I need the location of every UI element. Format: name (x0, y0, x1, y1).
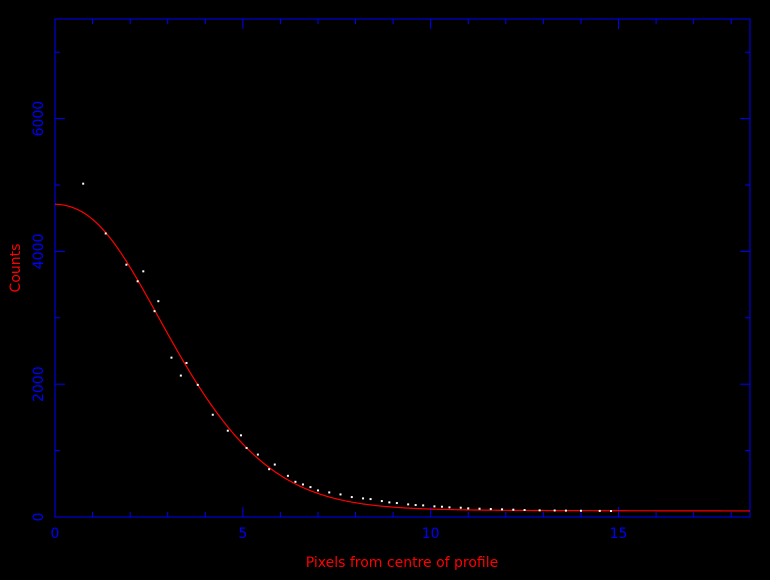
data-point (579, 509, 582, 512)
x-tick-label: 5 (238, 526, 247, 542)
data-point (478, 507, 481, 510)
y-axis-label: Counts (8, 244, 24, 293)
data-point (211, 413, 214, 416)
data-point (301, 483, 304, 486)
data-point (170, 356, 173, 359)
data-point (82, 182, 85, 185)
x-axis-label: Pixels from centre of profile (306, 555, 499, 571)
data-point (153, 310, 156, 313)
data-point (142, 270, 145, 273)
data-point (512, 508, 515, 511)
data-point (362, 497, 365, 500)
y-tick-label: 0 (31, 513, 47, 522)
x-axis-ticks (54, 19, 732, 517)
data-point (440, 505, 443, 508)
x-tick-label: 10 (422, 526, 440, 542)
data-point (104, 232, 107, 235)
data-point (245, 446, 248, 449)
data-point (501, 508, 504, 511)
data-point (350, 496, 353, 499)
data-point (268, 468, 271, 471)
data-point (553, 509, 556, 512)
data-point (610, 510, 612, 513)
data-point (395, 502, 398, 505)
data-point (328, 491, 331, 494)
data-point (185, 361, 188, 364)
data-point (459, 506, 462, 509)
data-point (422, 504, 425, 507)
data-point (286, 474, 289, 477)
data-point (489, 508, 492, 511)
data-point (433, 505, 436, 508)
data-point (407, 503, 410, 506)
x-axis-tick-labels: 0 5 10 15 (51, 526, 628, 542)
y-axis-tick-labels: 0 2000 4000 6000 (31, 101, 47, 522)
data-point (538, 509, 541, 512)
data-point (309, 486, 312, 489)
data-point (467, 507, 470, 510)
data-point (564, 509, 567, 512)
data-point (239, 434, 242, 437)
y-tick-label: 6000 (31, 101, 47, 137)
y-tick-label: 4000 (31, 234, 47, 270)
data-point (369, 498, 372, 501)
y-tick-label: 2000 (31, 366, 47, 402)
data-point (179, 374, 182, 377)
x-tick-label: 15 (610, 526, 628, 542)
data-point (598, 509, 601, 512)
data-point (380, 500, 383, 503)
fit-curve (54, 203, 750, 512)
data-point (448, 506, 451, 509)
data-point (414, 504, 417, 507)
data-point (256, 453, 259, 456)
data-point (273, 463, 276, 466)
data-point (388, 501, 391, 504)
data-point (339, 493, 342, 496)
data-point (125, 263, 128, 266)
data-point (523, 509, 526, 512)
data-point (316, 489, 319, 492)
data-point (294, 480, 297, 483)
data-points (82, 182, 612, 513)
data-point (157, 300, 160, 303)
data-point (226, 429, 229, 432)
data-point (196, 383, 199, 386)
data-point (136, 280, 139, 283)
y-axis-ticks (55, 51, 750, 518)
plot-frame (54, 18, 751, 518)
x-tick-label: 0 (51, 526, 60, 542)
